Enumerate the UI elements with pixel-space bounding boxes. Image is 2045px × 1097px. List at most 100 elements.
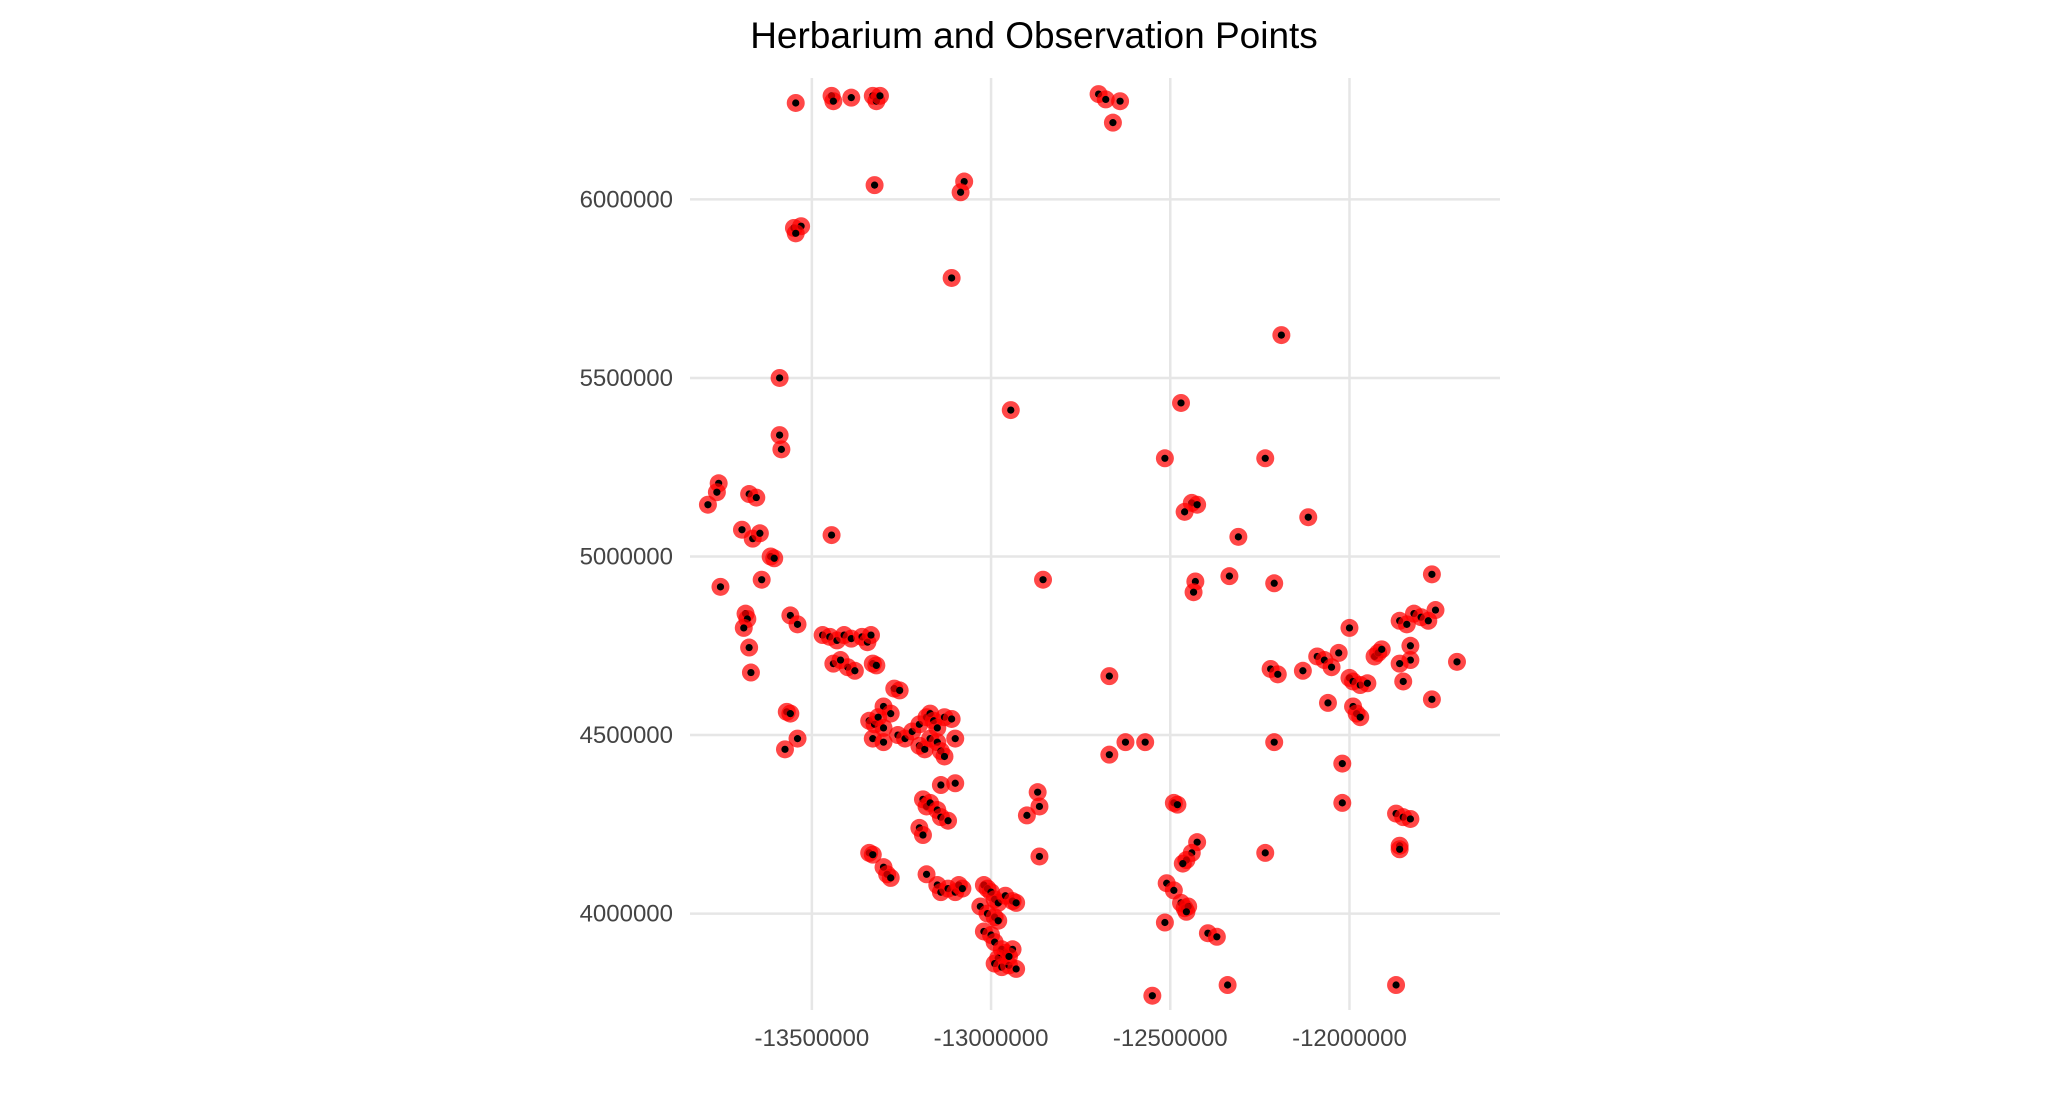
data-point bbox=[1256, 843, 1275, 862]
x-tick-label: -12000000 bbox=[1292, 1025, 1407, 1052]
data-point bbox=[953, 879, 972, 898]
point-inner-marker bbox=[793, 735, 802, 743]
point-inner-marker bbox=[1270, 579, 1278, 587]
point-inner-marker bbox=[960, 177, 968, 186]
point-inner-marker bbox=[1363, 679, 1371, 687]
point-inner-marker bbox=[1406, 642, 1414, 650]
point-inner-marker bbox=[879, 738, 888, 746]
data-point bbox=[1207, 927, 1226, 946]
data-point bbox=[931, 776, 950, 795]
tick-labels: -13500000 -13000000 -12500000 -12000000 4000… bbox=[580, 186, 1407, 1052]
grid-lines bbox=[690, 78, 1500, 1010]
data-point bbox=[1111, 92, 1130, 111]
data-point bbox=[831, 651, 850, 670]
chart-title: Herbarium and Observation Points bbox=[750, 15, 1318, 56]
x-tick-label: -12500000 bbox=[1113, 1025, 1228, 1052]
data-point bbox=[845, 661, 864, 680]
data-point bbox=[1116, 733, 1135, 752]
data-point bbox=[1351, 708, 1370, 727]
point-inner-marker bbox=[1141, 738, 1149, 746]
point-inner-marker bbox=[1399, 677, 1407, 686]
point-inner-marker bbox=[1035, 802, 1044, 811]
x-tick-label: -13500000 bbox=[754, 1025, 869, 1052]
data-point bbox=[1293, 661, 1312, 680]
point-inner-marker bbox=[1327, 663, 1336, 671]
data-point bbox=[1268, 665, 1287, 684]
data-point bbox=[1007, 893, 1026, 912]
point-inner-marker bbox=[919, 831, 927, 839]
point-inner-marker bbox=[1345, 624, 1354, 632]
point-inner-marker bbox=[948, 715, 956, 723]
data-point bbox=[1265, 733, 1284, 752]
data-point bbox=[951, 183, 970, 202]
data-point bbox=[752, 570, 771, 589]
point-inner-marker bbox=[1335, 649, 1343, 657]
point-inner-marker bbox=[951, 779, 959, 787]
point-inner-marker bbox=[776, 431, 784, 439]
point-inner-marker bbox=[1338, 799, 1346, 807]
point-inner-marker bbox=[776, 374, 784, 382]
point-inner-marker bbox=[956, 188, 965, 196]
point-inner-marker bbox=[1173, 801, 1182, 809]
point-inner-marker bbox=[937, 781, 945, 789]
point-inner-marker bbox=[781, 745, 789, 753]
data-point bbox=[1103, 113, 1122, 132]
point-inner-marker bbox=[870, 181, 879, 189]
point-inner-marker bbox=[713, 488, 721, 496]
point-inner-marker bbox=[1105, 672, 1113, 680]
point-inner-marker bbox=[1270, 738, 1278, 746]
point-inner-marker bbox=[1012, 965, 1020, 973]
data-point bbox=[1168, 795, 1187, 814]
point-inner-marker bbox=[1193, 501, 1201, 509]
point-inner-marker bbox=[836, 656, 845, 664]
point-inner-marker bbox=[887, 874, 895, 882]
data-point bbox=[786, 93, 805, 112]
data-point bbox=[946, 774, 965, 793]
data-point bbox=[890, 681, 909, 700]
data-point bbox=[867, 656, 886, 675]
point-inner-marker bbox=[1299, 667, 1307, 675]
data-point bbox=[788, 729, 807, 748]
data-point bbox=[1358, 674, 1377, 693]
point-inner-marker bbox=[1161, 454, 1169, 462]
point-inner-marker bbox=[872, 661, 880, 670]
data-point bbox=[786, 224, 805, 243]
point-inner-marker bbox=[896, 686, 904, 695]
point-inner-marker bbox=[1181, 508, 1189, 516]
data-point bbox=[775, 740, 794, 759]
data-point bbox=[946, 729, 965, 748]
data-point bbox=[1100, 745, 1119, 764]
point-inner-marker bbox=[1424, 617, 1432, 625]
y-tick-label: 6000000 bbox=[580, 186, 673, 213]
point-inner-marker bbox=[1324, 699, 1332, 707]
data-point bbox=[1318, 693, 1337, 712]
data-point bbox=[1172, 393, 1191, 412]
data-point bbox=[781, 704, 800, 723]
point-inner-marker bbox=[1406, 656, 1414, 664]
data-point bbox=[1229, 527, 1248, 546]
point-inner-marker bbox=[1225, 572, 1234, 580]
data-point bbox=[865, 176, 884, 195]
data-points bbox=[698, 85, 1466, 1005]
point-inner-marker bbox=[1035, 852, 1044, 861]
x-tick-label: -13000000 bbox=[934, 1025, 1049, 1052]
point-inner-marker bbox=[827, 531, 836, 539]
data-point bbox=[1390, 654, 1409, 673]
data-point bbox=[999, 947, 1018, 966]
point-inner-marker bbox=[1453, 658, 1461, 666]
point-inner-marker bbox=[1007, 406, 1015, 414]
point-inner-marker bbox=[1182, 908, 1190, 916]
data-point bbox=[1387, 976, 1406, 995]
point-inner-marker bbox=[887, 710, 895, 718]
data-point bbox=[1329, 643, 1348, 662]
point-inner-marker bbox=[921, 745, 929, 753]
point-inner-marker bbox=[745, 643, 753, 652]
point-inner-marker bbox=[1161, 918, 1169, 927]
point-inner-marker bbox=[1428, 570, 1436, 578]
point-inner-marker bbox=[756, 529, 764, 537]
data-point bbox=[1265, 574, 1284, 593]
point-inner-marker bbox=[851, 667, 859, 675]
data-point bbox=[1426, 601, 1445, 620]
point-inner-marker bbox=[792, 99, 800, 107]
